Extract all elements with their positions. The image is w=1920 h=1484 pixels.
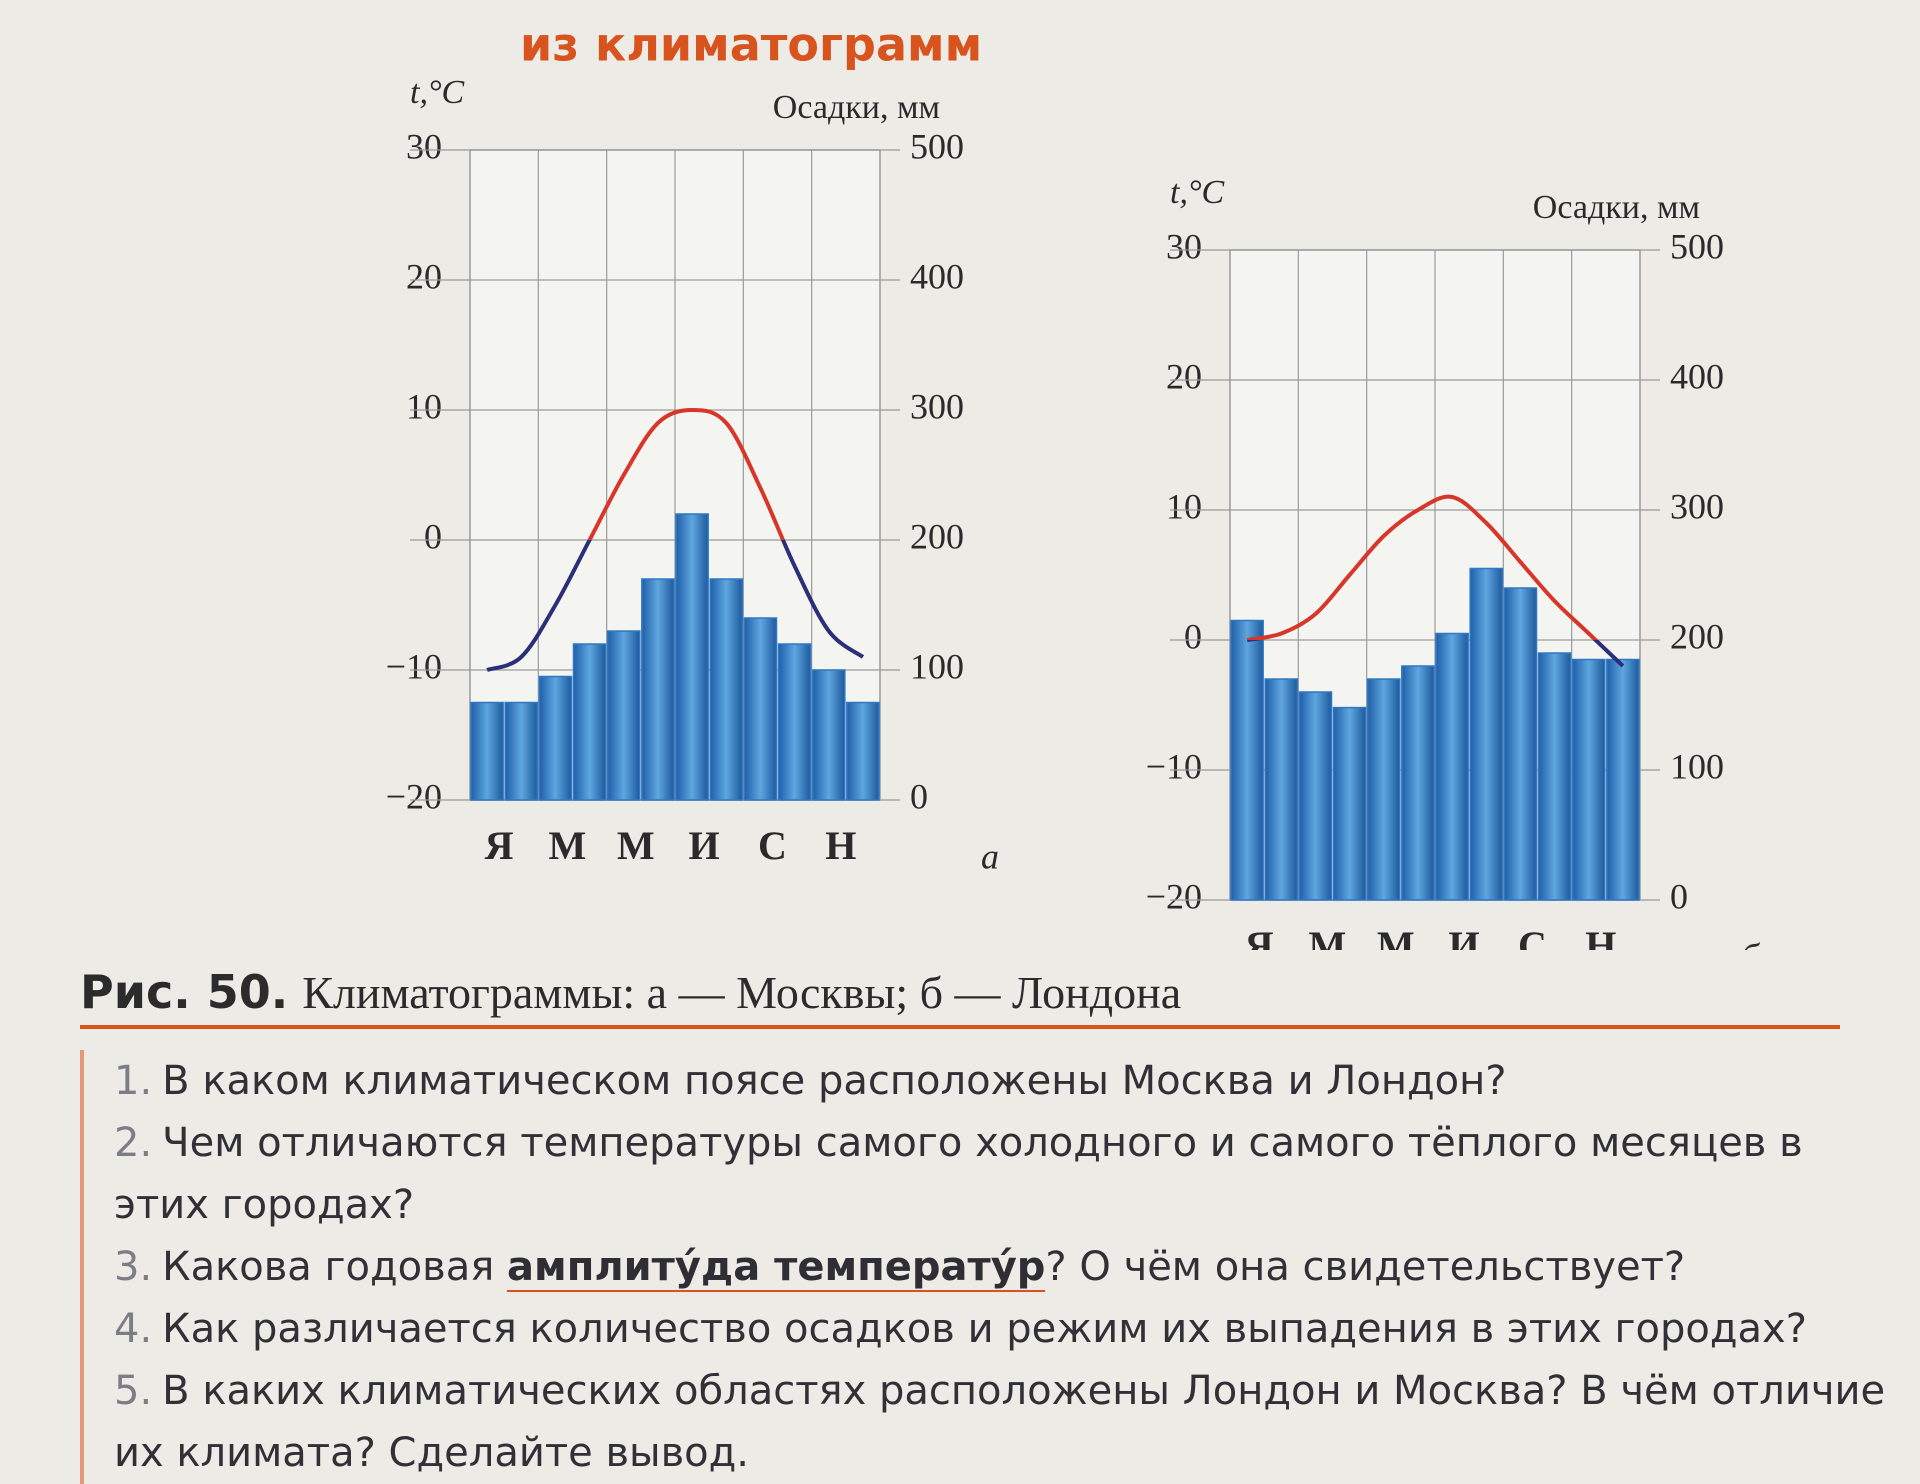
question-number: 4. [114,1306,153,1352]
precipitation-bar [1571,658,1606,901]
precipitation-bar [572,643,607,801]
panel-label: б [1741,936,1761,950]
y2-tick-label: 300 [1670,486,1724,526]
precipitation-bar [606,630,641,801]
x-tick-label: И [689,823,720,868]
y-tick-label: 0 [424,516,442,556]
x-tick-label: И [1449,923,1480,950]
precipitation-bar [641,578,675,801]
precipitation-bar [470,701,504,801]
precipitation-bar [777,643,812,801]
y2-tick-label: 0 [910,776,928,816]
question-text: В каких климатических областях расположе… [114,1368,1886,1476]
question: 4. Как различается количество осадков и р… [114,1298,1904,1360]
y-tick-label: 0 [1184,616,1202,656]
precipitation-bar [811,669,846,801]
y-tick-label: 10 [1166,486,1202,526]
page: {"section_title": "из климатограмм", "ch… [80,17,1886,1484]
precipitation-bar [1401,665,1435,901]
precipitation-bar [1503,587,1538,901]
y-tick-label: −20 [1146,876,1202,916]
temperature-line [486,407,865,672]
precipitation-bar [709,578,744,801]
x-tick-label: Н [1585,923,1616,950]
precipitation-bar [538,675,573,801]
x-tick-label: М [617,823,655,868]
y2-tick-label: 400 [910,256,964,296]
y-tick-label: −10 [1146,746,1202,786]
x-tick-label: С [758,823,787,868]
precipitation-bar [1606,658,1640,901]
precipitation-bar [1537,652,1572,901]
y-tick-label: −10 [386,646,442,686]
question-term: амплиту́да температу́р [507,1244,1046,1292]
precipitation-bar [1469,567,1504,901]
panel-label: а [981,836,999,876]
precipitation-bar [846,701,880,801]
precipitation-bar [504,701,539,801]
figure-caption: Рис. 50. Климатограммы: а — Москвы; б — Л… [80,965,1840,1029]
charts: из климатограмм −20−10010203001002003004… [386,18,1761,951]
x-tick-label: Н [825,823,856,868]
y2-tick-label: 500 [1670,226,1724,266]
question-text: ? О чём она свидетельствует? [1045,1244,1686,1290]
y2-tick-label: 100 [1670,746,1724,786]
precipitation-bar [1366,678,1401,901]
y-tick-label: 30 [406,126,442,166]
x-tick-label: С [1518,923,1547,950]
y2-tick-label: 200 [1670,616,1724,656]
question: 5. В каких климатических областях располо… [114,1360,1904,1484]
y2-tick-label: 300 [910,386,964,426]
y2-axis-label: Осадки, мм [1533,189,1700,226]
question: 1. В каком климатическом поясе расположен… [114,1050,1904,1112]
question-number: 1. [114,1058,153,1104]
question-text: В каком климатическом поясе расположены … [162,1058,1507,1104]
question-number: 3. [114,1244,153,1290]
y-axis-label: t,°C [410,74,465,111]
question-number: 5. [114,1368,153,1414]
x-tick-label: Я [1245,923,1274,950]
questions: 1. В каком климатическом поясе расположен… [80,1050,1904,1484]
y-tick-label: −20 [386,776,442,816]
x-tick-label: М [1377,923,1415,950]
precipitation-bar [675,513,709,801]
question-text: Чем отличаются температуры самого холодн… [114,1120,1803,1228]
y-tick-label: 20 [406,256,442,296]
precipitation-bar [1230,619,1264,901]
x-tick-label: М [1309,923,1347,950]
caption-text: Климатограммы: а — Москвы; б — Лондона [302,967,1182,1018]
y-tick-label: 10 [406,386,442,426]
y-axis-label: t,°C [1170,174,1225,211]
precipitation-bar [743,617,778,801]
section-title: из климатограмм [520,18,982,72]
precipitation-bar [1332,706,1367,901]
x-tick-label: М [549,823,587,868]
question-text: Как различается количество осадков и реж… [162,1306,1807,1352]
y-tick-label: 30 [1166,226,1202,266]
y2-tick-label: 200 [910,516,964,556]
question-number: 2. [114,1120,153,1166]
caption-label: Рис. 50. [80,965,289,1019]
y2-tick-label: 400 [1670,356,1724,396]
precipitation-bar [1298,691,1333,901]
x-tick-label: Я [485,823,514,868]
temperature-line [1246,494,1625,668]
question: 3. Какова годовая амплиту́да температу́р?… [114,1236,1904,1298]
y2-tick-label: 500 [910,126,964,166]
precipitation-bar [1264,678,1299,901]
y2-tick-label: 100 [910,646,964,686]
question-text: Какова годовая [162,1244,495,1290]
question: 2. Чем отличаются температуры самого холо… [114,1112,1904,1236]
precipitation-bar [1435,632,1469,901]
y2-axis-label: Осадки, мм [773,89,940,126]
y2-tick-label: 0 [1670,876,1688,916]
y-tick-label: 20 [1166,356,1202,396]
